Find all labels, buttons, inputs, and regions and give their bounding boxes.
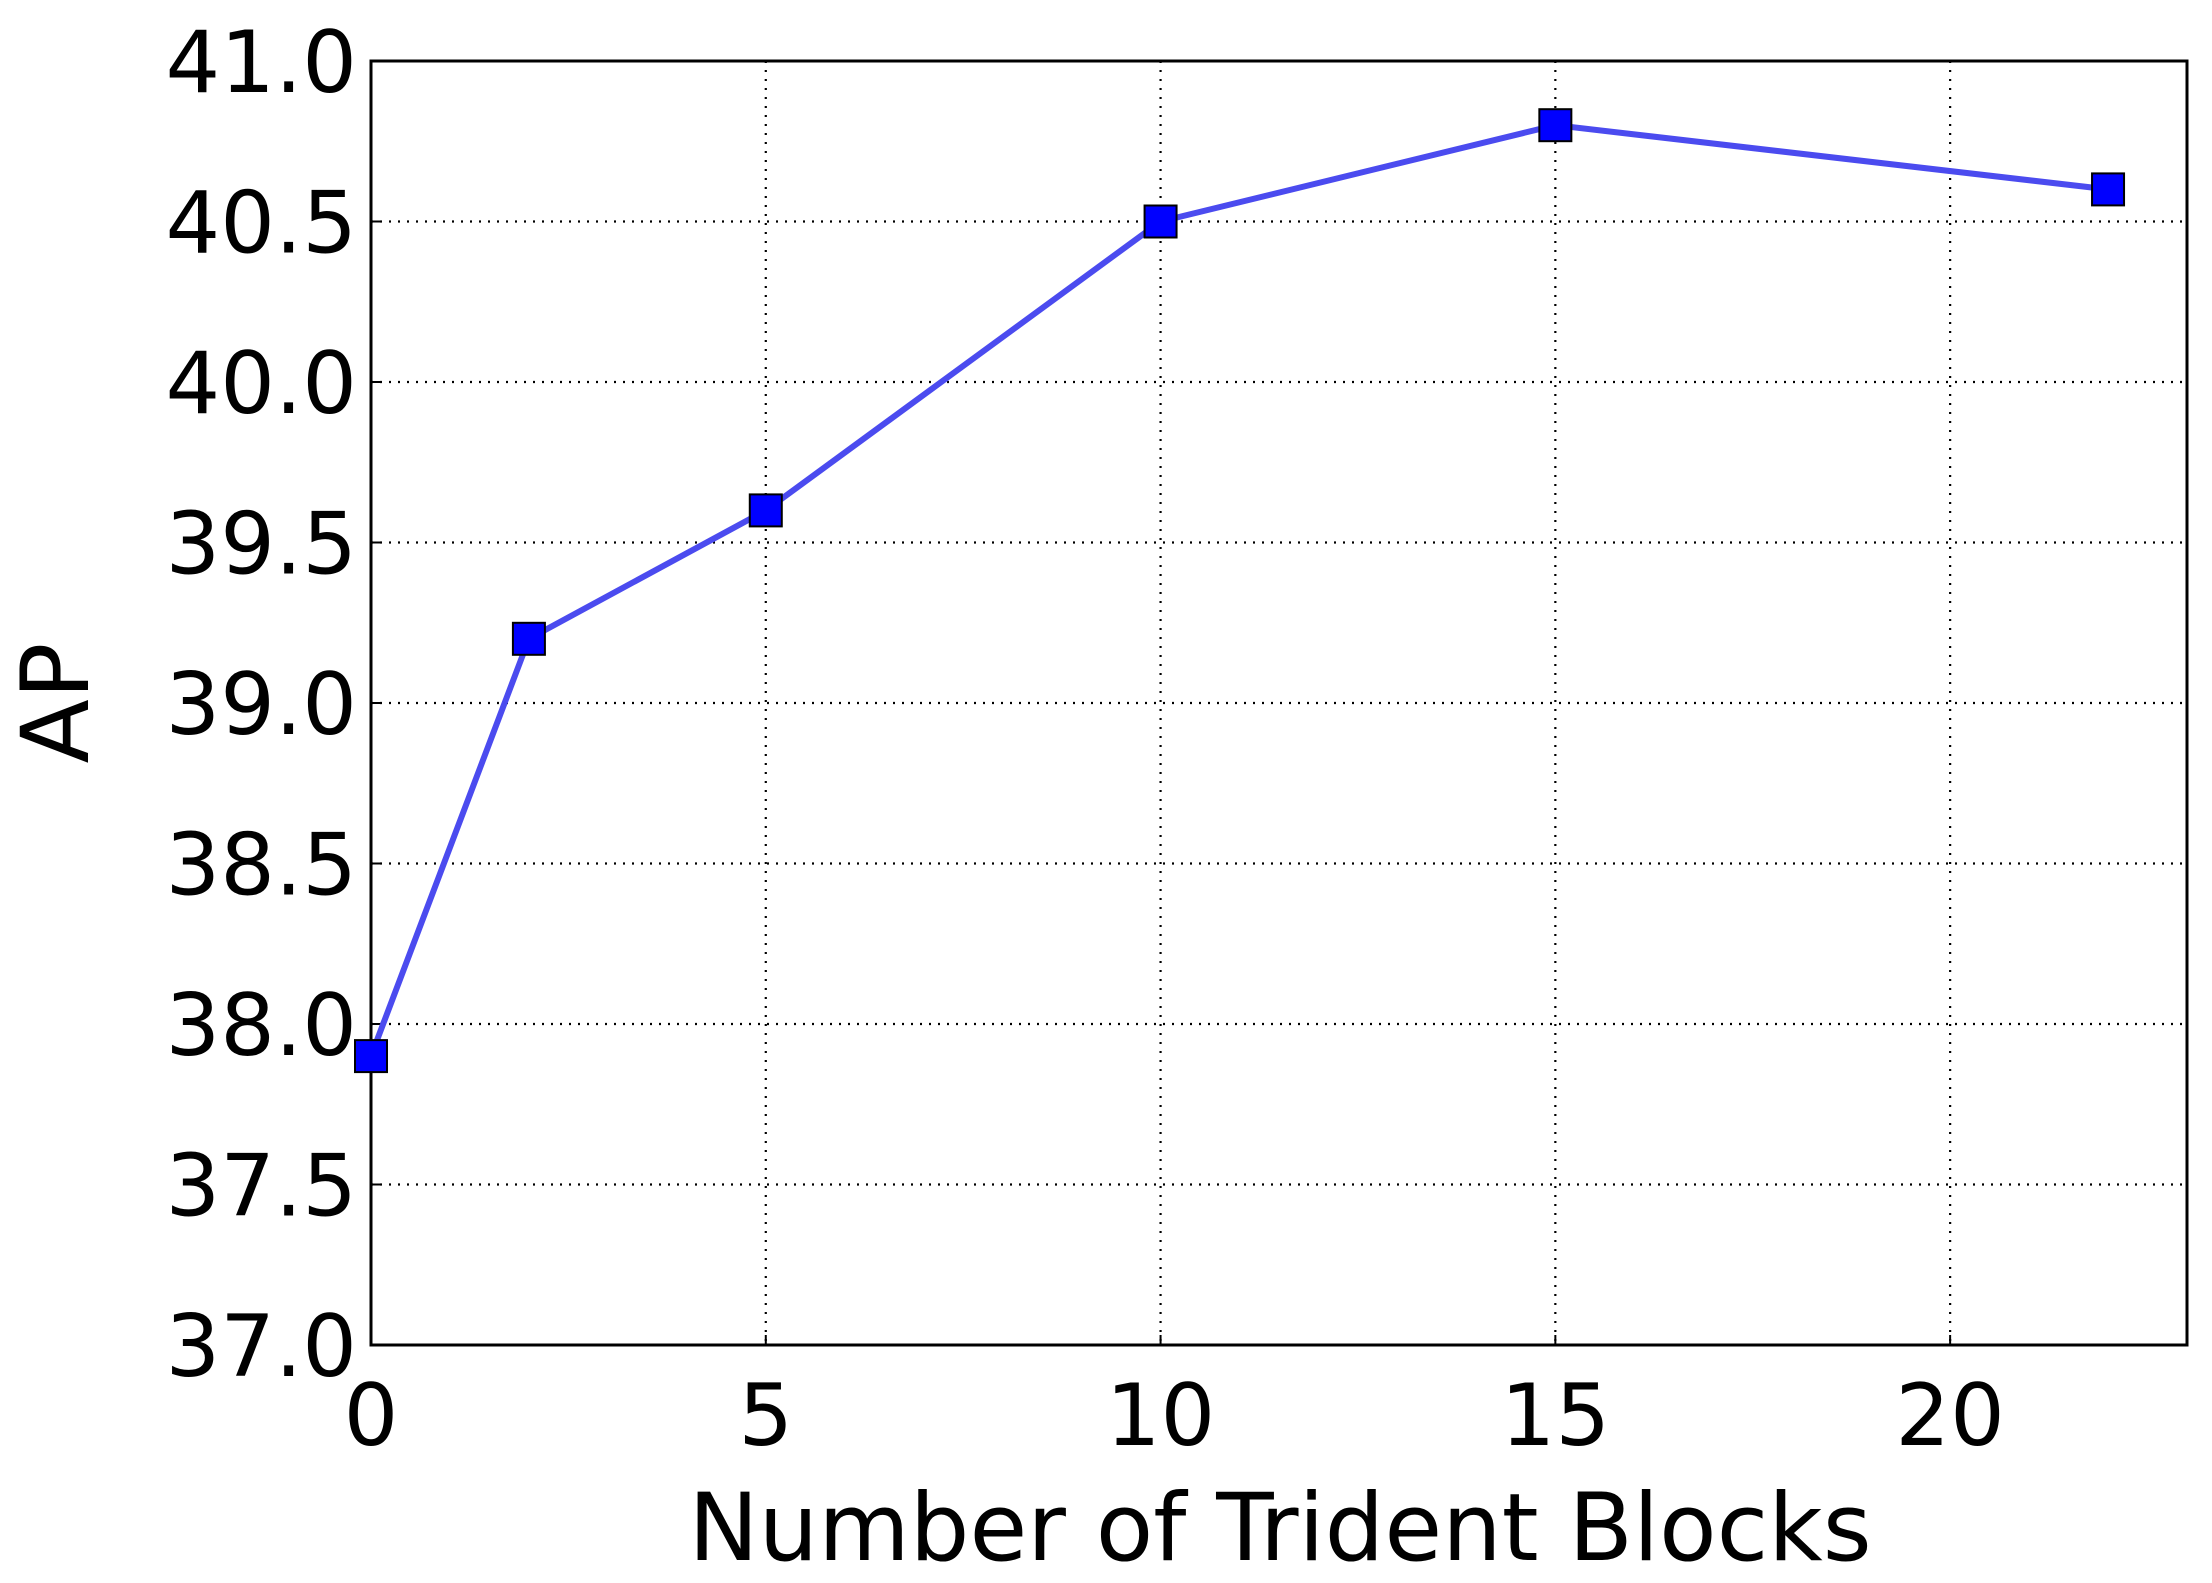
data-marker xyxy=(2091,172,2126,207)
data-marker xyxy=(354,1039,388,1074)
plot-frame xyxy=(369,59,2189,1347)
y-tick-label: 41.0 xyxy=(166,13,357,113)
data-marker xyxy=(748,493,783,528)
x-tick-label: 10 xyxy=(1106,1366,1215,1466)
data-line xyxy=(368,122,2109,1058)
x-tick-label: 0 xyxy=(344,1366,399,1466)
y-tick-label: 40.5 xyxy=(166,174,357,274)
x-tick-label: 15 xyxy=(1501,1366,1610,1466)
y-axis-label: AP xyxy=(2,643,111,764)
data-marker xyxy=(511,621,546,656)
y-tick-label: 38.0 xyxy=(166,976,357,1076)
x-axis-label: Number of Trident Blocks xyxy=(688,1474,1871,1583)
y-tick-label: 40.0 xyxy=(166,334,357,434)
y-tick-label: 39.5 xyxy=(166,495,357,595)
y-tick-label: 37.5 xyxy=(166,1137,357,1237)
y-tick-label: 37.0 xyxy=(166,1297,357,1397)
x-tick-label: 5 xyxy=(738,1366,793,1466)
y-tick-label: 38.5 xyxy=(166,816,357,916)
y-tick-label: 39.0 xyxy=(166,655,357,755)
x-tick-label: 20 xyxy=(1895,1366,2004,1466)
data-marker xyxy=(1538,108,1573,143)
data-marker xyxy=(1143,204,1178,239)
